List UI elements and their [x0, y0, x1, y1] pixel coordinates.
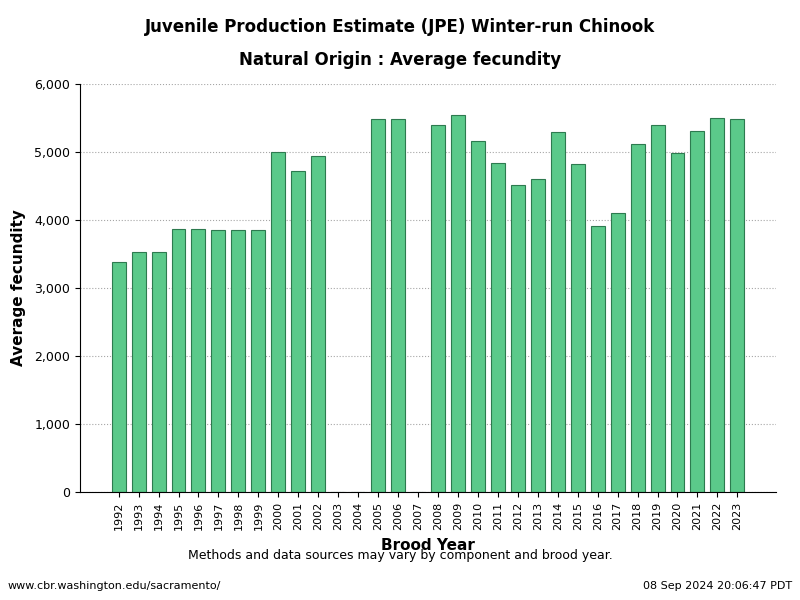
Text: Natural Origin : Average fecundity: Natural Origin : Average fecundity: [239, 51, 561, 69]
Bar: [371, 119, 385, 492]
Bar: [491, 163, 505, 492]
Text: Methods and data sources may vary by component and brood year.: Methods and data sources may vary by com…: [188, 548, 612, 562]
Bar: [610, 212, 625, 492]
Bar: [451, 115, 465, 492]
Bar: [251, 230, 266, 492]
Bar: [471, 141, 485, 492]
Bar: [151, 252, 166, 492]
Bar: [311, 156, 326, 492]
Bar: [730, 119, 744, 492]
Bar: [191, 229, 206, 492]
Bar: [231, 230, 246, 492]
Bar: [391, 119, 405, 492]
Bar: [690, 131, 705, 492]
Bar: [710, 118, 725, 492]
Bar: [590, 226, 605, 492]
Bar: [670, 152, 685, 492]
Text: www.cbr.washington.edu/sacramento/: www.cbr.washington.edu/sacramento/: [8, 581, 222, 591]
Bar: [431, 125, 445, 492]
X-axis label: Brood Year: Brood Year: [381, 538, 475, 553]
Bar: [630, 144, 645, 492]
Y-axis label: Average fecundity: Average fecundity: [11, 209, 26, 367]
Bar: [291, 171, 306, 492]
Bar: [171, 229, 186, 492]
Bar: [650, 125, 665, 492]
Text: Juvenile Production Estimate (JPE) Winter-run Chinook: Juvenile Production Estimate (JPE) Winte…: [145, 18, 655, 36]
Bar: [112, 262, 126, 492]
Bar: [271, 152, 286, 492]
Bar: [530, 179, 545, 492]
Bar: [550, 131, 565, 492]
Bar: [131, 252, 146, 492]
Bar: [211, 230, 226, 492]
Text: 08 Sep 2024 20:06:47 PDT: 08 Sep 2024 20:06:47 PDT: [643, 581, 792, 591]
Bar: [511, 185, 525, 492]
Bar: [570, 164, 585, 492]
